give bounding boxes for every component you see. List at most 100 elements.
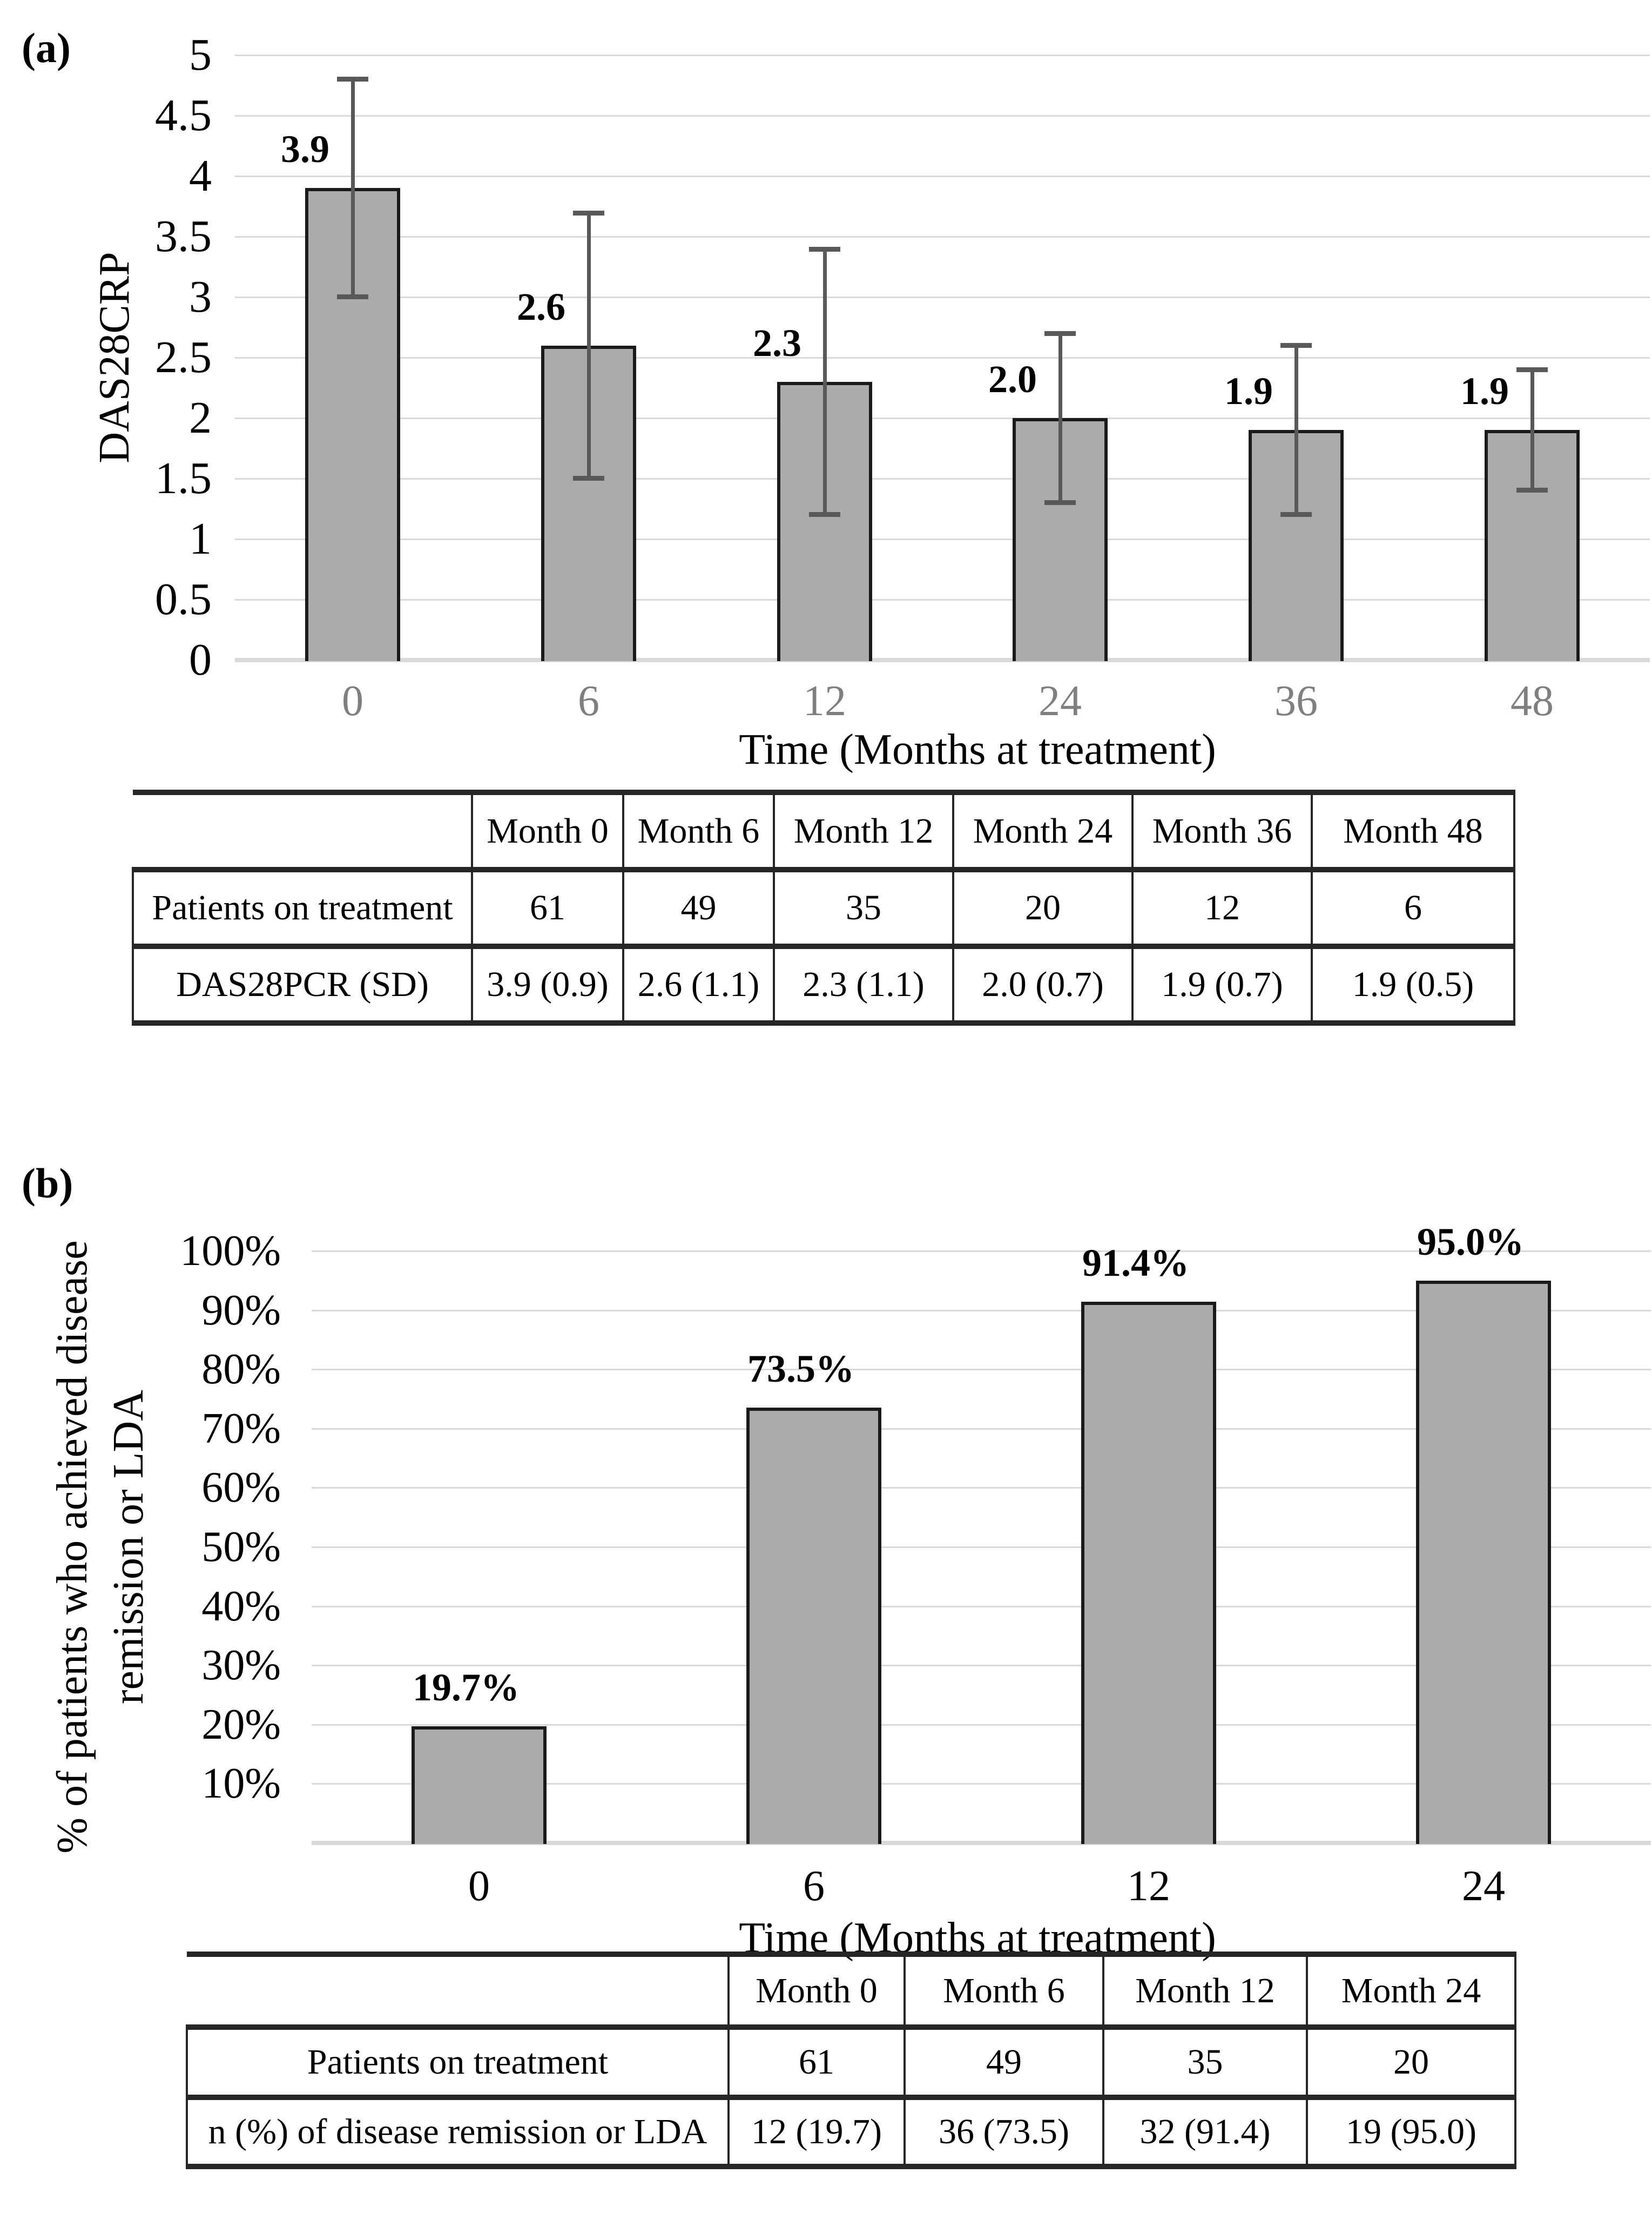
table-cell: 20 [952, 867, 1134, 947]
column-header: Month 12 [773, 790, 954, 871]
y-tick-label: 1 [189, 514, 212, 564]
bar [1081, 1302, 1216, 1844]
column-header: Month 24 [952, 790, 1134, 871]
table-cell: 2.0 (0.7) [952, 944, 1134, 1026]
x-tick-label: 6 [803, 1862, 825, 1910]
bar-value-label: 19.7% [413, 1666, 520, 1709]
x-axis-line [312, 1841, 1651, 1845]
y-tick-label: 100% [180, 1227, 281, 1275]
bar-value-label: 2.3 [753, 321, 801, 365]
gridline [312, 1783, 1651, 1785]
error-bar-cap [809, 512, 840, 517]
error-bar-cap [809, 247, 840, 252]
table-b-blank-corner [187, 1952, 729, 2027]
bar-value-label: 1.9 [1460, 369, 1509, 413]
x-tick-label: 24 [1462, 1862, 1505, 1910]
column-header: Month 6 [622, 790, 775, 871]
y-tick-label: 80% [201, 1345, 281, 1393]
error-bar [351, 79, 355, 297]
table-cell: 61 [727, 2024, 906, 2098]
error-bar-cap [573, 476, 604, 481]
table-a-header-row: Month 0 Month 6 Month 12 Month 24 Month … [133, 790, 1515, 871]
y-tick-label: 30% [201, 1641, 281, 1689]
bar [1416, 1281, 1551, 1844]
gridline [312, 1724, 1651, 1726]
gridline [312, 1546, 1651, 1548]
table-cell: 35 [773, 867, 954, 947]
y-tick-label: 50% [201, 1523, 281, 1571]
gridline [235, 297, 1650, 298]
x-tick-label: 36 [1275, 677, 1318, 725]
error-bar [823, 249, 827, 515]
error-bar-cap [1516, 488, 1548, 493]
table-cell: 49 [903, 2024, 1104, 2098]
y-tick-label: 20% [201, 1701, 281, 1748]
column-header: Month 6 [903, 1952, 1104, 2028]
table-cell: 32 (91.4) [1102, 2095, 1308, 2169]
y-tick-label: 4.5 [155, 90, 212, 140]
table-cell: 12 (19.7) [727, 2095, 906, 2169]
x-axis-line [235, 658, 1650, 662]
table-cell: 2.6 (1.1) [622, 944, 775, 1026]
table-a-blank-corner [133, 790, 472, 870]
table-cell: 3.9 (0.9) [471, 944, 624, 1026]
error-bar [1058, 333, 1062, 503]
y-axis-title: DAS28CRP [91, 252, 138, 463]
y-tick-label: 3.5 [155, 211, 212, 261]
bar-value-label: 91.4% [1082, 1241, 1189, 1284]
y-tick-label: 40% [201, 1583, 281, 1630]
gridline [312, 1369, 1651, 1370]
row-label: Patients on treatment [186, 2024, 730, 2098]
table-row: n (%) of disease remission or LDA 12 (19… [186, 2095, 1516, 2169]
gridline [312, 1250, 1651, 1252]
bar-value-label: 73.5% [747, 1347, 854, 1390]
gridline [235, 115, 1650, 117]
table-cell: 49 [622, 867, 775, 947]
table-cell: 12 [1131, 867, 1313, 947]
row-label: DAS28PCR (SD) [132, 944, 473, 1026]
error-bar-cap [1516, 367, 1548, 372]
x-axis-title: Time (Months at treatment) [739, 726, 1216, 773]
y-tick-label: 5 [189, 30, 212, 80]
table-cell: 1.9 (0.5) [1311, 944, 1515, 1026]
panel-b-label: (b) [22, 1160, 73, 1207]
y-tick-label: 60% [201, 1464, 281, 1511]
row-label: n (%) of disease remission or LDA [186, 2095, 730, 2169]
error-bar [1530, 369, 1534, 490]
x-tick-label: 6 [578, 677, 599, 725]
y-axis-title: % of patients who achieved disease remis… [49, 1240, 152, 1854]
gridline [312, 1487, 1651, 1489]
column-header: Month 0 [727, 1952, 906, 2028]
gridline [235, 599, 1650, 601]
table-b-header-row: Month 0 Month 6 Month 12 Month 24 [187, 1952, 1516, 2028]
gridline [235, 478, 1650, 480]
gridline [235, 55, 1650, 56]
y-tick-label: 10% [201, 1760, 281, 1807]
table-row: Patients on treatment 61 49 35 20 12 6 [132, 867, 1515, 947]
y-tick-label: 2.5 [155, 332, 212, 382]
table-cell: 1.9 (0.7) [1131, 944, 1313, 1026]
error-bar-cap [1044, 500, 1076, 505]
row-label: Patients on treatment [132, 867, 473, 947]
x-tick-label: 24 [1039, 677, 1082, 725]
gridline [312, 1428, 1651, 1430]
error-bar-cap [1280, 512, 1312, 517]
x-axis-title: Time (Months at treatment) [739, 1914, 1216, 1962]
column-header: Month 0 [471, 790, 624, 871]
gridline [235, 176, 1650, 177]
bar-value-label: 95.0% [1417, 1220, 1524, 1263]
gridline [235, 418, 1650, 419]
error-bar-cap [573, 211, 604, 216]
error-bar-cap [337, 294, 368, 299]
column-header: Month 48 [1311, 790, 1515, 871]
y-tick-label: 0 [189, 635, 212, 685]
bar-value-label: 2.0 [988, 358, 1037, 401]
table-cell: 61 [471, 867, 624, 947]
y-tick-label: 90% [201, 1287, 281, 1334]
table-cell: 2.3 (1.1) [773, 944, 954, 1026]
error-bar-cap [1044, 331, 1076, 336]
error-bar [1294, 345, 1298, 515]
table-row: DAS28PCR (SD) 3.9 (0.9) 2.6 (1.1) 2.3 (1… [132, 944, 1515, 1026]
table-cell: 35 [1102, 2024, 1308, 2098]
